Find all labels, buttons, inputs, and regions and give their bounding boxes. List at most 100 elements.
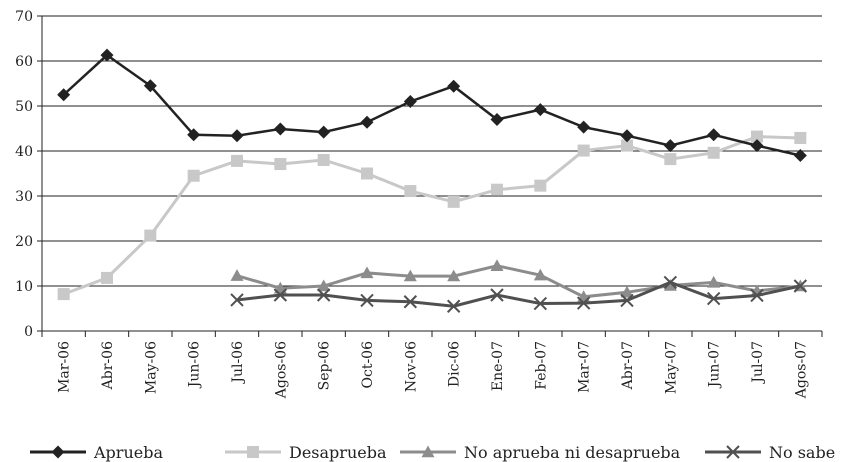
y-tick-label: 40 <box>15 144 33 160</box>
x-tick-label: Oct-06 <box>360 341 376 389</box>
data-point <box>620 293 634 308</box>
x-tick-label: Sep-06 <box>317 341 333 390</box>
x-tick-label: Abr-06 <box>100 341 116 390</box>
data-point <box>491 183 503 196</box>
series-desaprueba <box>57 130 807 301</box>
series-no-sabe <box>230 275 808 313</box>
data-point <box>663 139 677 153</box>
data-point <box>231 154 243 167</box>
legend-label: No aprueba ni desaprueba <box>464 443 681 462</box>
legend-label: Aprueba <box>93 443 163 462</box>
data-point <box>707 275 721 288</box>
x-marker-stroke <box>793 279 808 293</box>
x-tick-label: Agos-06 <box>273 341 289 399</box>
legend-label: Desaprueba <box>289 443 387 462</box>
data-point <box>663 279 677 291</box>
series-line <box>62 53 801 157</box>
data-point <box>793 149 807 162</box>
data-point <box>230 129 244 143</box>
x-marker-stroke <box>230 293 244 307</box>
data-point <box>403 269 417 282</box>
x-marker-stroke <box>360 293 374 308</box>
data-point <box>316 288 331 302</box>
data-point <box>490 288 504 302</box>
x-tick-label: Dic-06 <box>447 341 463 387</box>
data-point <box>751 130 763 143</box>
x-tick-label: Jun-06 <box>187 341 203 389</box>
data-point <box>490 113 504 126</box>
x-tick-label: Nov-06 <box>403 341 419 392</box>
legend-marker <box>247 446 259 458</box>
data-point <box>273 122 287 136</box>
data-point <box>447 195 460 208</box>
data-point <box>490 259 504 271</box>
data-point <box>534 179 547 192</box>
data-point <box>793 279 808 293</box>
data-point <box>576 296 591 310</box>
data-point <box>101 271 113 284</box>
x-marker-stroke <box>533 296 548 311</box>
data-point <box>230 269 244 281</box>
x-tick-label: Mar-06 <box>57 341 73 393</box>
x-marker-stroke <box>490 288 504 302</box>
legend-item: Desaprueba <box>225 443 387 462</box>
data-point <box>403 295 418 309</box>
x-tick-label: Abr-07 <box>620 341 636 390</box>
x-marker-stroke <box>620 293 634 308</box>
data-point <box>360 266 374 279</box>
data-point <box>794 131 807 144</box>
legend: Aprueba Desaprueba No aprueba ni desaprueb… <box>30 443 835 462</box>
data-point <box>533 103 547 117</box>
data-point <box>707 146 720 159</box>
x-tick-label: May-06 <box>143 341 159 394</box>
x-axis: Mar-06 Abr-06 May-06 Jun-06 Jul-06 Agos-06 Sep… <box>41 330 823 399</box>
y-tick-label: 60 <box>15 54 33 70</box>
data-point <box>317 125 331 139</box>
data-point <box>706 291 721 306</box>
legend-label: No sabe <box>769 443 835 462</box>
legend-marker <box>51 445 65 459</box>
data-point <box>663 275 678 290</box>
data-point <box>447 269 461 282</box>
x-marker-stroke <box>576 296 591 310</box>
data-point <box>577 144 590 157</box>
grid-lines <box>42 15 822 287</box>
y-tick-label: 20 <box>15 234 33 250</box>
data-point <box>230 293 244 307</box>
x-marker-stroke <box>273 288 288 302</box>
x-marker-stroke <box>726 445 740 459</box>
data-point <box>360 293 374 308</box>
data-point <box>446 299 461 313</box>
x-tick-label: Feb-07 <box>533 341 549 390</box>
series-line <box>63 135 801 296</box>
data-point <box>620 129 634 143</box>
data-point <box>533 268 547 281</box>
data-point <box>621 139 633 152</box>
data-point <box>533 296 548 311</box>
data-point <box>664 153 677 166</box>
data-point <box>187 169 200 182</box>
legend-item: Aprueba <box>30 443 163 462</box>
data-point <box>317 154 330 166</box>
data-point <box>750 288 764 303</box>
data-point <box>57 88 71 102</box>
x-tick-label: Jul-06 <box>230 341 246 385</box>
legend-marker <box>421 445 435 458</box>
data-point <box>274 158 287 171</box>
data-point <box>144 229 157 242</box>
x-marker-stroke <box>706 291 721 306</box>
x-tick-label: Agos-07 <box>793 341 809 399</box>
data-point <box>403 95 417 108</box>
x-marker-stroke <box>750 288 764 303</box>
data-point <box>143 79 157 93</box>
legend-item: No aprueba ni desaprueba <box>400 443 681 462</box>
data-point <box>404 185 417 198</box>
legend-marker <box>726 445 740 459</box>
x-marker-stroke <box>316 288 331 302</box>
y-tick-label: 50 <box>15 99 33 115</box>
data-point <box>620 285 634 298</box>
y-tick-label: 0 <box>24 324 33 340</box>
data-point <box>187 128 201 142</box>
x-marker-stroke <box>446 299 461 313</box>
